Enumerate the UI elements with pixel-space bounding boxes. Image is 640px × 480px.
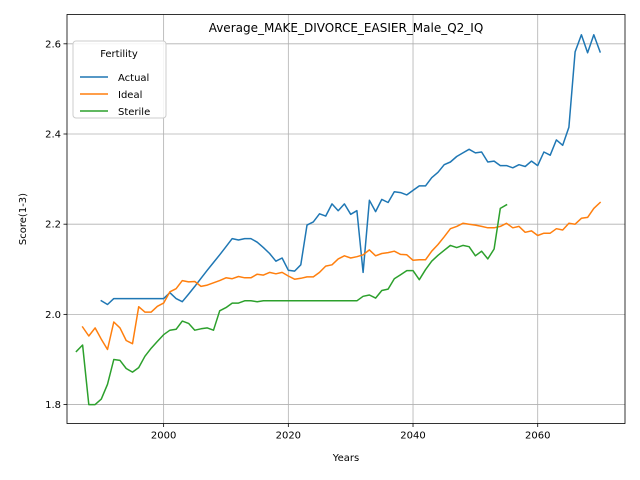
- y-tick-label: 2.4: [45, 129, 61, 140]
- legend-box: [72, 40, 167, 119]
- axis-ticks: 2000 2020 2040 2060 1.8 2.0 2.2 2.4 2.6: [45, 39, 550, 441]
- chart-title: Average_MAKE_DIVORCE_EASIER_Male_Q2_IQ: [209, 21, 484, 35]
- y-tick-label: 1.8: [45, 400, 61, 411]
- x-axis-label: Years: [332, 453, 359, 464]
- legend: Fertility Actual Ideal Sterile: [72, 40, 167, 119]
- plot-frame: [66, 14, 626, 424]
- y-tick-label: 2.6: [45, 39, 61, 50]
- series-line-sterile: [75, 203, 508, 406]
- x-tick-label: 2040: [400, 431, 425, 442]
- x-tick-label: 2020: [276, 431, 301, 442]
- y-axis-label: Score(1-3): [18, 193, 29, 245]
- y-tick-label: 2.2: [45, 220, 61, 231]
- legend-label-actual: Actual: [118, 73, 149, 84]
- legend-label-ideal: Ideal: [118, 90, 142, 101]
- y-tick-label: 2.0: [45, 310, 61, 321]
- legend-label-sterile: Sterile: [118, 107, 150, 118]
- x-tick-label: 2060: [525, 431, 550, 442]
- series-line-actual: [100, 34, 602, 306]
- series-lines: [75, 34, 602, 406]
- series-line-ideal: [81, 201, 602, 351]
- legend-title: Fertility: [100, 49, 138, 60]
- x-tick-label: 2000: [151, 431, 176, 442]
